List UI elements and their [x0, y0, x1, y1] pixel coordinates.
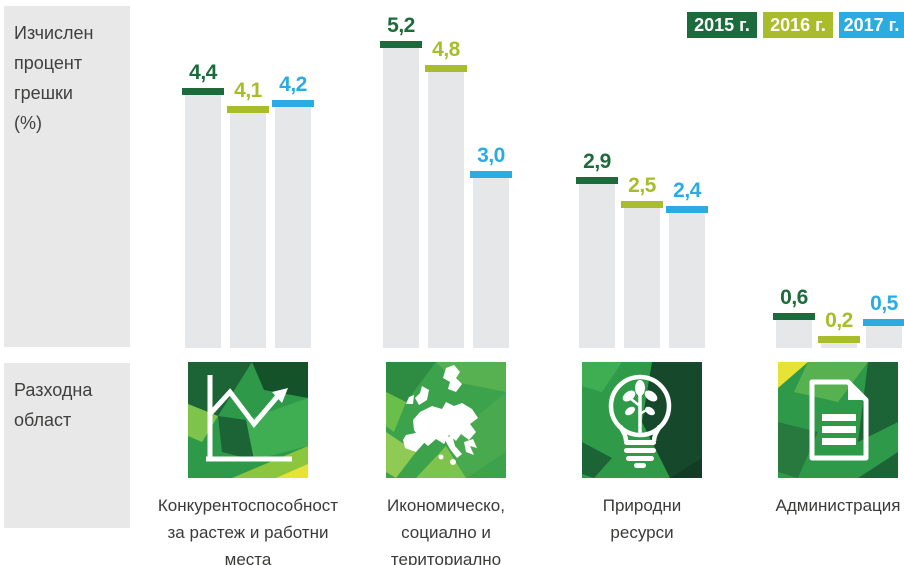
eu-map-icon [386, 362, 506, 478]
bar-cap-2015-cat0 [182, 88, 224, 95]
category-label: Природни ресурси [602, 496, 682, 542]
bar-2016-cat0 [230, 113, 266, 348]
legend-item-2017: 2017 г. [839, 12, 904, 38]
bar-value-2016-cat3: 0,2 [825, 309, 853, 332]
bar-value-2017-cat3: 0,5 [870, 292, 898, 315]
bar-2015-cat0 [185, 95, 221, 348]
category-natural-resources: Природни ресурси [542, 362, 742, 546]
category-label: Администрация [775, 496, 901, 515]
bar-cap-2017-cat1 [470, 171, 512, 178]
bar-value-2017-cat2: 2,4 [673, 179, 701, 202]
bar-2016-cat3 [821, 343, 857, 348]
bar-cap-2016-cat1 [425, 65, 467, 72]
bar-value-2015-cat1: 5,2 [387, 14, 415, 37]
bar-cap-2017-cat2 [666, 206, 708, 213]
bar-value-2015-cat3: 0,6 [780, 286, 808, 309]
legend-item-2015: 2015 г. [687, 12, 757, 38]
bar-cap-2016-cat2 [621, 201, 663, 208]
bar-value-2017-cat0: 4,2 [279, 73, 307, 96]
category-cohesion: Икономическо, социално и териториално сб… [346, 362, 546, 565]
bar-2016-cat1 [428, 72, 464, 348]
bar-2015-cat2 [579, 184, 615, 348]
bar-value-2016-cat1: 4,8 [432, 38, 460, 61]
bar-cap-2015-cat2 [576, 177, 618, 184]
bar-2017-cat2 [669, 213, 705, 348]
bar-cap-2017-cat0 [272, 100, 314, 107]
bar-cap-2016-cat3 [818, 336, 860, 343]
category-administration: Администрация [738, 362, 904, 519]
bar-value-2016-cat2: 2,5 [628, 174, 656, 197]
chart-title: Изчислен процент грешки (%) [4, 6, 130, 347]
x-axis-title: Разходна област [4, 363, 130, 528]
bar-2017-cat3 [866, 326, 902, 348]
bar-2017-cat1 [473, 178, 509, 348]
document-icon [778, 362, 898, 478]
bar-cap-2015-cat1 [380, 41, 422, 48]
bar-value-2015-cat0: 4,4 [189, 61, 217, 84]
bar-value-2016-cat0: 4,1 [234, 79, 262, 102]
line-chart-icon [188, 362, 308, 478]
bar-value-2015-cat2: 2,9 [583, 150, 611, 173]
bar-2017-cat0 [275, 107, 311, 348]
bar-2016-cat2 [624, 208, 660, 348]
category-competitiveness: Конкурентоспособност за растеж и работни… [148, 362, 348, 565]
bar-cap-2016-cat0 [227, 106, 269, 113]
legend-item-2016: 2016 г. [763, 12, 833, 38]
category-label: Конкурентоспособност за растеж и работни… [157, 496, 339, 565]
bar-2015-cat3 [776, 320, 812, 348]
bar-cap-2017-cat3 [863, 319, 904, 326]
bar-value-2017-cat1: 3,0 [477, 144, 505, 167]
bar-2015-cat1 [383, 48, 419, 348]
lightbulb-plant-icon [582, 362, 702, 478]
bar-cap-2015-cat3 [773, 313, 815, 320]
category-label: Икономическо, социално и териториално сб… [387, 496, 505, 565]
